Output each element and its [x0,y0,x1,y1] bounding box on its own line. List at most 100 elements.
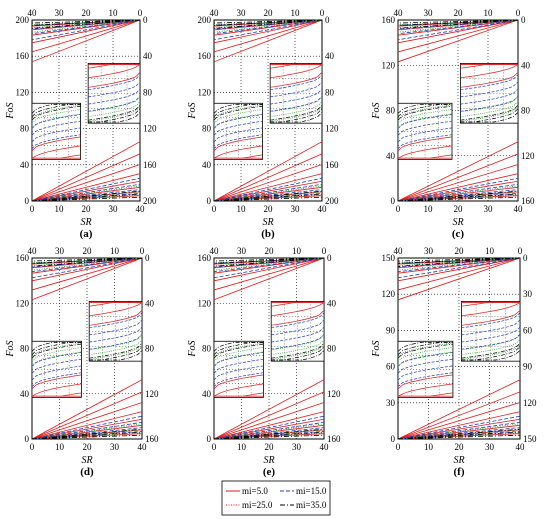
x-tick-label-top: 30 [55,246,65,256]
series-line [31,19,141,29]
series-line [397,19,519,33]
x-axis-label: SR [453,455,464,466]
series-line [213,415,325,440]
inset-series-line [460,106,519,122]
x-tick-label-top: 0 [518,246,523,256]
y-tick-label-left: 120 [382,60,396,70]
y-tick-label-left: 120 [16,87,30,97]
series-line [31,257,143,267]
series-line [397,415,521,440]
series-line [397,173,519,202]
series-line [397,185,519,202]
y-tick-label-left: 0 [25,196,30,206]
series-line [31,257,143,279]
inset-series-line [89,302,143,317]
series-line [397,257,521,262]
series-line [31,434,143,440]
series-line [213,19,323,29]
x-tick-label-bottom: 10 [237,442,247,452]
series-line [31,19,141,41]
series-line [397,180,519,202]
x-tick-label-top: 20 [264,8,274,18]
inset-series-line [397,109,453,124]
inset-series-line [397,104,453,120]
y-tick-label-left: 200 [198,15,212,25]
series-line [397,141,519,202]
inset-series-line [88,108,141,123]
inset-series-line [213,343,264,359]
series-line [213,257,325,267]
series-line [213,196,323,202]
series-line [397,19,519,63]
series-line [213,257,325,301]
x-tick-label-top: 0 [140,246,145,256]
inset-series-line [397,114,453,129]
y-tick-label-left: 200 [16,15,30,25]
y-tick-label-right: 0 [143,15,148,25]
series-line [213,257,325,271]
y-tick-label-left: 40 [20,160,30,170]
inset-series-line [271,339,325,355]
series-line [31,194,141,202]
series-line [213,418,325,440]
x-tick-label-bottom: 0 [212,442,217,452]
panel-label: (c) [452,228,465,240]
inset-series-line [213,134,263,149]
x-axis-label: SR [80,217,91,228]
x-tick-label-bottom: 10 [55,442,65,452]
y-tick-label-left: 0 [207,196,212,206]
y-axis-label: FoS [187,340,198,357]
y-tick-label-left: 160 [382,15,396,25]
x-axis-label: SR [452,217,463,228]
y-tick-label-left: 40 [386,151,396,161]
panel-label: (b) [261,228,275,240]
series-line [213,19,323,53]
inset-series-line [397,383,453,397]
series-line [397,153,519,202]
series-line [31,421,143,440]
x-tick-label-top: 40 [394,8,404,18]
y-tick-label-right: 0 [523,253,528,263]
series-line [397,190,519,202]
inset-series-line [31,114,81,129]
series-line [31,411,143,440]
inset-series-line [271,302,325,317]
series-line [31,257,143,301]
inset-series-line [31,372,82,387]
series-line [397,19,519,29]
series-line [213,180,323,202]
x-tick-label-top: 10 [485,246,495,256]
x-axis-label: SR [263,455,274,466]
inset-series-line [213,127,263,143]
legend-box [221,480,331,516]
series-line [213,194,323,202]
series-line [213,434,325,440]
inset-series-line [461,346,521,361]
inset-series-line [397,127,453,143]
series-line [397,257,521,291]
inset-series-line [213,358,264,374]
y-tick-label-right: 120 [521,151,535,161]
x-tick-label-top: 40 [210,8,220,18]
x-tick-label-bottom: 40 [320,442,330,452]
y-axis-label: FoS [187,102,198,119]
inset-series-line [31,342,82,358]
series-line [31,257,143,291]
inset-series-line [89,346,143,361]
series-line [397,19,519,53]
series-line [397,19,519,24]
inset-series-line [270,105,323,121]
series-line [213,402,325,440]
x-tick-label-bottom: 30 [109,204,119,214]
series-line [31,164,141,202]
y-tick-label-right: 40 [327,298,337,308]
inset-series-line [271,343,325,359]
x-tick-label-top: 10 [291,8,301,18]
inset-upper [87,63,141,124]
inset-series-line [460,88,519,105]
x-tick-label-bottom: 20 [83,442,93,452]
x-tick-label-bottom: 0 [396,204,401,214]
inset-series-line [213,105,263,121]
